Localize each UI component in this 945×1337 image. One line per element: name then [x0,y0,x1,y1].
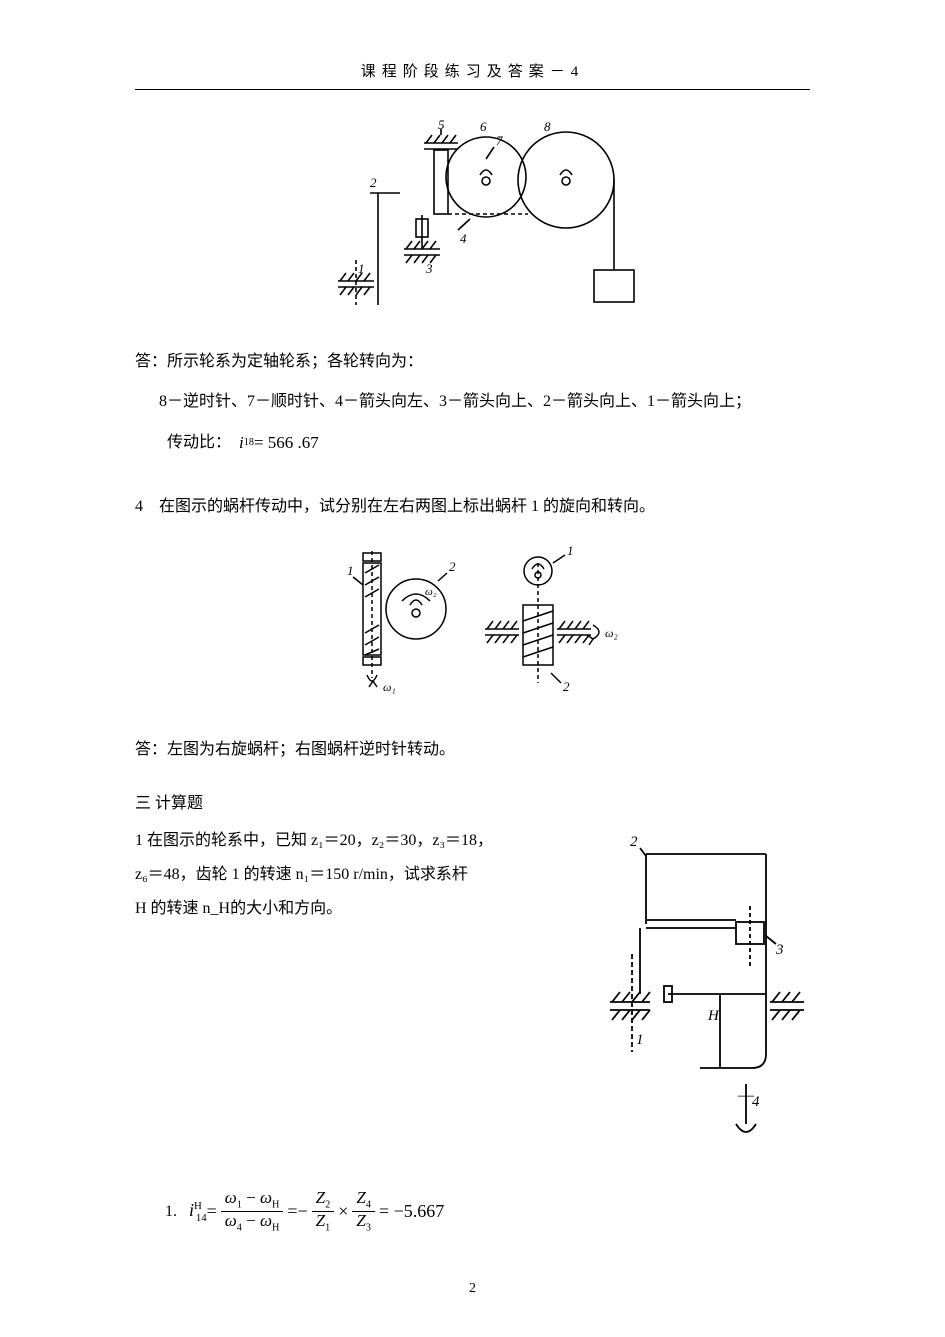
fig1-label-3: 3 [425,261,433,276]
fig1-label-7: 7 [496,133,503,148]
eq-result: = −5.667 [379,1201,444,1222]
eq-den1b: ω [260,1211,272,1230]
fig3-label-3: 3 [775,942,784,958]
worm-gear-diagram: 1 2 ω₂ ω₁ 1 2 ω₂ [323,533,623,703]
answer1-ratio: 传动比： i18 = 566 .67 [135,424,810,461]
fig2-omega1: ω₁ [383,680,396,694]
figure-3: 2 3 1 H 4 — [580,824,810,1149]
eq-lead: 1. [165,1203,177,1221]
eq-num1b: ω [260,1188,272,1207]
fig2-left-1: 1 [347,563,354,578]
eq-i: iH14 [189,1200,207,1224]
eq-z4sub: 4 [366,1200,371,1211]
eq-den1a: ω [225,1211,237,1230]
fig1-label-2: 2 [370,175,377,190]
p1-l2: z₆＝48，齿轮 1 的转速 n₁＝150 r/min，试求系杆 [135,858,560,892]
fig1-label-6: 6 [480,119,487,134]
figure-1: 1 2 3 4 5 6 7 8 [135,115,810,320]
eq-z3sub: 3 [366,1223,371,1234]
ratio-value: = 566 .67 [254,424,319,461]
fig2-omega2-left: ω₂ [425,586,437,598]
equation-1: 1. iH14 = ω1 − ωH ω4 − ωH = − Z2 Z1 × Z4… [165,1189,810,1234]
problem4-text: 4 在图示的蜗杆传动中，试分别在左右两图上标出蜗杆 1 的旋向和转向。 [135,490,810,524]
section3-title: 三 计算题 [135,787,810,821]
fig2-right-1: 1 [567,543,574,558]
eq-times: × [338,1201,348,1222]
eq-num1a: ω [225,1188,237,1207]
gear-train-diagram: 1 2 3 4 5 6 7 8 [308,115,638,315]
answer1-line2: 8－逆时针、7－顺时针、4－箭头向左、3－箭头向上、2－箭头向上、1－箭头向上； [135,385,810,419]
eq-i-sub: 14 [196,1212,207,1224]
problem3-1-text: 1 在图示的轮系中，已知 z₁＝20，z₂＝30，z₃＝18， z₆＝48，齿轮… [135,824,560,925]
fig2-right-2: 2 [563,679,570,694]
header-title: 课程阶段练习及答案－4 [361,64,585,80]
answer1-line1: 答：所示轮系为定轴轮系；各轮转向为： [135,345,810,379]
eq-z2sub: 2 [325,1200,330,1211]
figure-2: 1 2 ω₂ ω₁ 1 2 ω₂ [135,533,810,708]
eq-minus1: − [242,1188,260,1207]
eq-frac3: Z4 Z3 [352,1189,375,1234]
fig3-label-1: 1 [636,1032,644,1048]
fig2-omega2: ω₂ [605,626,618,640]
eq-eq1: = [207,1201,217,1222]
fig3-label-2: 2 [630,834,638,850]
eq-frac1: ω1 − ωH ω4 − ωH [221,1189,284,1234]
ratio-formula: i18 = 566 .67 [239,424,319,461]
page-header: 课程阶段练习及答案－4 [135,60,810,90]
eq-neg: − [298,1201,308,1222]
eq-z4: Z [356,1188,365,1207]
ratio-sub: 18 [244,432,254,454]
eq-num1bsub: H [272,1200,279,1211]
fig2-left-2: 2 [449,559,456,574]
fig1-label-5: 5 [438,117,445,132]
eq-den1bsub: H [272,1223,279,1234]
ratio-label: 传动比： [135,425,231,460]
fig1-label-1: 1 [358,261,365,276]
problem4-answer: 答：左图为右旋蜗杆；右图蜗杆逆时针转动。 [135,733,810,767]
page-number: 2 [0,1281,945,1297]
eq-z1sub: 1 [325,1223,330,1234]
p1-l1: 1 在图示的轮系中，已知 z₁＝20，z₂＝30，z₃＝18， [135,824,560,858]
eq-eq2: = [287,1201,297,1222]
planetary-gear-diagram: 2 3 1 H 4 — [580,824,810,1144]
eq-i-sup: H [194,1200,202,1212]
problem3-1-row: 1 在图示的轮系中，已知 z₁＝20，z₂＝30，z₃＝18， z₆＝48，齿轮… [135,824,810,1149]
eq-z3: Z [356,1211,365,1230]
fig1-label-8: 8 [544,119,551,134]
p1-l3: H 的转速 n_H的大小和方向。 [135,892,560,926]
eq-z2: Z [316,1188,325,1207]
fig1-label-4: 4 [460,231,467,246]
eq-z1: Z [316,1211,325,1230]
fig3-label-H: H [707,1008,720,1024]
svg-text:—: — [737,1087,755,1104]
eq-frac2: Z2 Z1 [312,1189,335,1234]
eq-minus2: − [242,1211,260,1230]
